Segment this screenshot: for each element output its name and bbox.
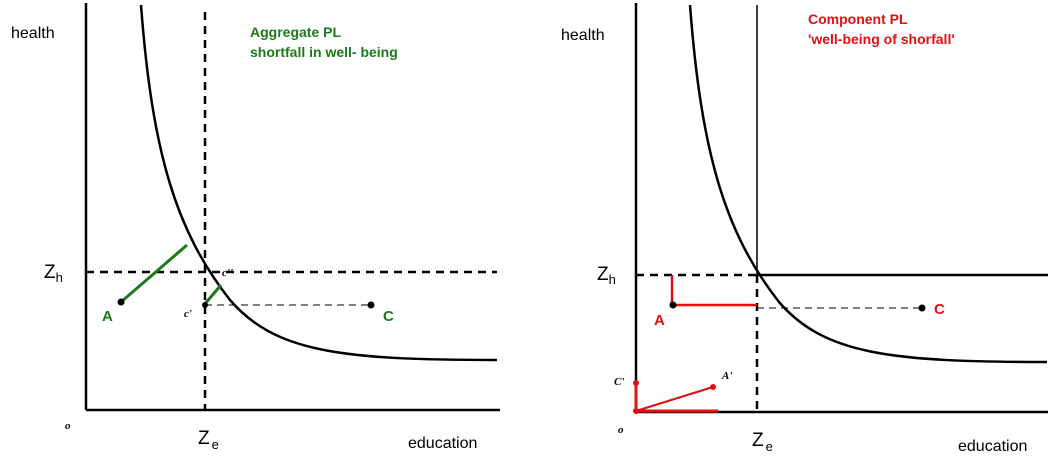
left-point-c-label: C [383,308,394,325]
right-a-prime-shortfall [635,386,714,412]
right-point-c-prime-marker [633,380,639,386]
right-point-c-marker [918,304,926,312]
right-panel: Component PL 'well-being of shorfall' he… [561,3,1048,455]
left-title-line2: shortfall in well- being [250,44,398,60]
left-point-a-marker [117,298,125,306]
left-point-c-marker [367,301,375,309]
right-a-shortfall [670,275,757,307]
right-point-a-prime-marker [710,384,716,390]
left-y-label: health [11,25,55,42]
right-point-a-label: A [654,312,665,329]
left-zh-label: Zh [44,262,63,285]
right-origin: o [618,424,624,436]
right-point-a-prime-label: A' [721,370,732,382]
left-point-c-prime-marker [202,302,208,308]
left-a-shortfall [120,243,188,304]
left-c-shortfall [202,284,223,306]
right-curve [688,4,1048,364]
left-x-label: education [408,435,477,452]
right-origin-marker [633,408,639,414]
right-point-c-prime-label: C' [614,376,624,388]
left-curve [139,4,498,362]
right-x-label: education [958,438,1027,455]
right-title-line2: 'well-being of shorfall' [808,31,955,47]
right-title-line1: Component PL [808,11,908,27]
right-y-label: health [561,27,605,44]
right-point-a-marker [669,301,677,309]
left-point-c-prime-label: c' [184,308,192,320]
left-panel: Aggregate PL shortfall in well- being he… [11,3,500,452]
right-point-c-label: C [934,301,945,318]
right-zh-label: Zh [597,264,616,287]
left-title-line1: Aggregate PL [250,24,341,40]
left-origin: o [65,420,71,432]
left-point-c-dprime-label: c'' [222,267,233,279]
left-point-a-label: A [102,308,113,325]
